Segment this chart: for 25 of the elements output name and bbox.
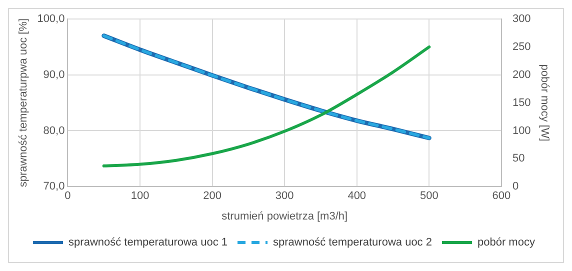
x-axis-title: strumień powietrza [m3/h]: [222, 210, 348, 222]
x-tick-label: 300: [275, 190, 294, 202]
y2-axis-title: pobór mocy [W]: [538, 64, 550, 142]
x-tick-label: 500: [420, 190, 438, 202]
y2-tick-label: 200: [512, 68, 531, 81]
legend-label: pobór mocy: [477, 236, 536, 249]
y2-tick-label: 150: [512, 96, 531, 109]
x-tick-label: 0: [64, 190, 71, 202]
y-tick-label: 100,0: [37, 13, 65, 26]
y-tick-label: 90,0: [43, 68, 65, 81]
y-tick-label: 80,0: [43, 124, 65, 137]
line-series: [102, 45, 431, 168]
y2-tick-label: 100: [512, 124, 531, 137]
legend-label: sprawność temperaturowa uoc 2: [273, 236, 432, 249]
y-tick-label: 70,0: [43, 180, 65, 193]
legend-label: sprawność temperaturowa uoc 1: [68, 236, 228, 249]
x-tick-label: 600: [492, 190, 511, 202]
x-tick-label: 400: [348, 190, 366, 202]
y2-tick-label: 0: [512, 180, 519, 193]
y-axis-title: sprawność temperaturpwa uoc [%]: [18, 18, 30, 188]
y2-tick-label: 50: [512, 152, 525, 165]
y2-tick-label: 250: [512, 40, 531, 53]
x-tick-label: 100: [130, 190, 150, 202]
y2-tick-label: 300: [512, 13, 531, 26]
x-tick-label: 200: [203, 190, 222, 202]
